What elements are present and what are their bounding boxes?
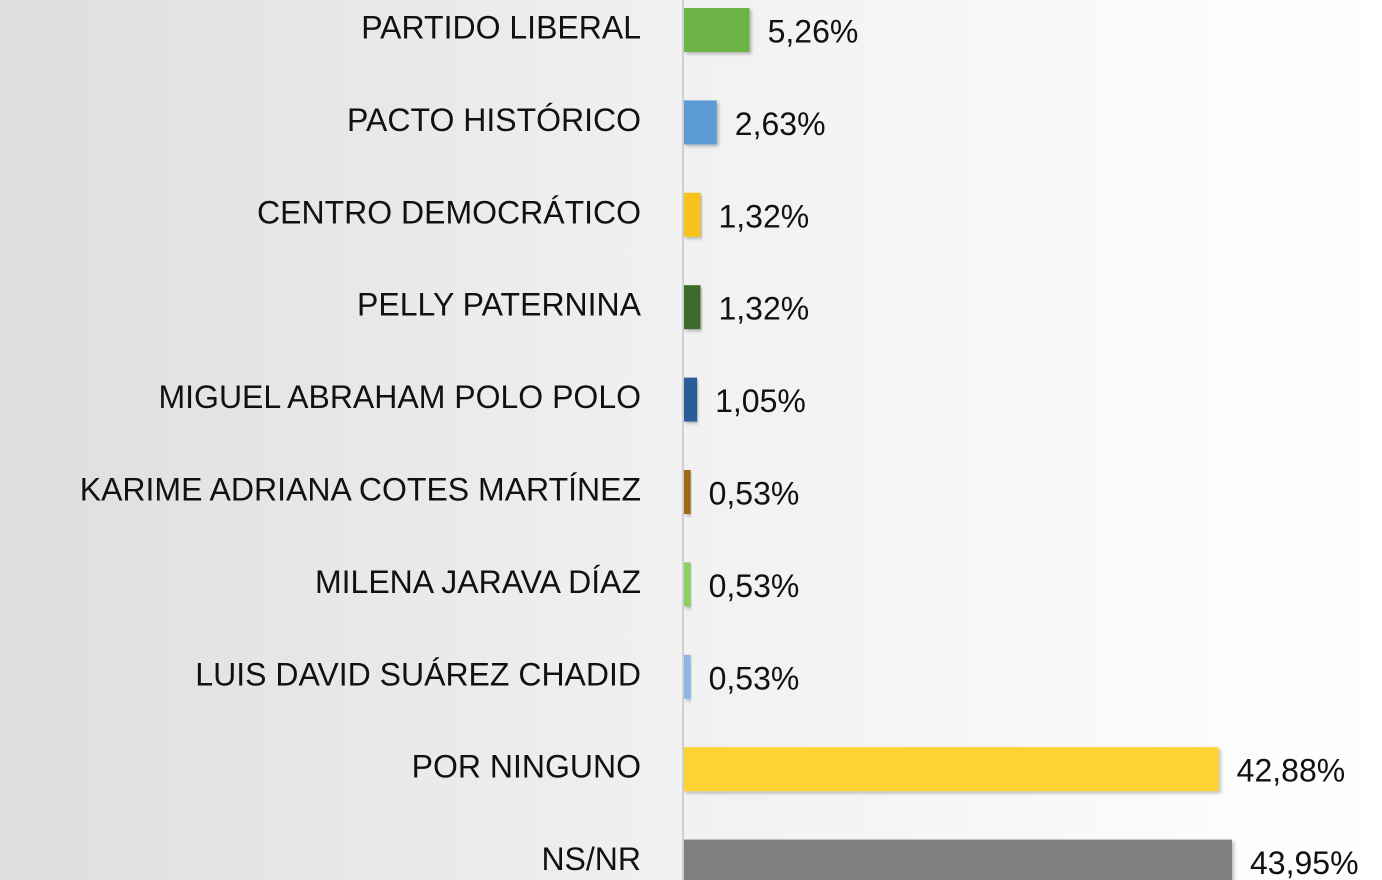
- value-label: 2,63%: [735, 106, 826, 142]
- value-label: 5,26%: [768, 13, 859, 49]
- category-label: MILENA JARAVA DÍAZ: [315, 564, 641, 600]
- bar: [684, 839, 1232, 880]
- bar: [684, 192, 701, 237]
- bar: [684, 377, 698, 422]
- bar: [684, 654, 691, 699]
- bar: [684, 562, 691, 607]
- category-label: CENTRO DEMOCRÁTICO: [257, 194, 641, 230]
- value-label: 1,32%: [718, 198, 809, 234]
- value-label: 0,53%: [709, 568, 800, 604]
- bar: [684, 100, 717, 145]
- bar: [684, 8, 750, 52]
- value-label: 43,95%: [1250, 845, 1359, 880]
- bar: [684, 285, 701, 330]
- category-label: KARIME ADRIANA COTES MARTÍNEZ: [80, 471, 641, 507]
- value-label: 0,53%: [709, 475, 800, 511]
- category-label: PARTIDO LIBERAL: [361, 9, 641, 45]
- category-label: POR NINGUNO: [412, 749, 641, 785]
- category-label: LUIS DAVID SUÁREZ CHADID: [195, 656, 641, 692]
- value-label: 1,32%: [718, 291, 809, 327]
- category-label: MIGUEL ABRAHAM POLO POLO: [159, 379, 642, 415]
- value-label: 42,88%: [1237, 753, 1346, 789]
- category-label: PELLY PATERNINA: [357, 287, 642, 323]
- value-label: 1,05%: [715, 383, 806, 419]
- category-label: PACTO HISTÓRICO: [347, 102, 641, 138]
- bar: [684, 747, 1219, 792]
- value-label: 0,53%: [709, 660, 800, 696]
- bar: [684, 470, 691, 514]
- category-label: NS/NR: [541, 841, 641, 877]
